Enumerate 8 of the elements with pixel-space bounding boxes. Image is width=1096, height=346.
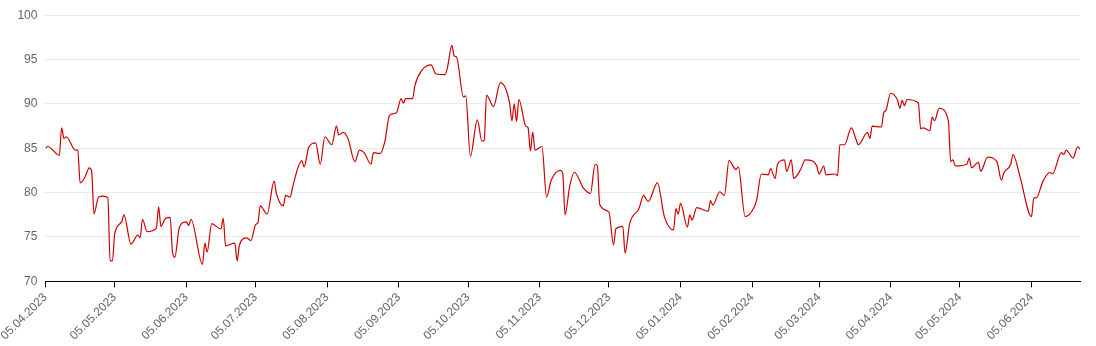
y-tick-label: 95 <box>24 51 38 66</box>
y-tick-label: 75 <box>24 229 38 244</box>
y-tick-label: 85 <box>24 140 38 155</box>
line-series <box>45 44 1080 266</box>
y-tick-label: 90 <box>24 96 38 111</box>
y-tick-label: 70 <box>24 273 38 288</box>
y-tick-label: 100 <box>17 7 38 22</box>
y-tick-label: 80 <box>24 184 38 199</box>
